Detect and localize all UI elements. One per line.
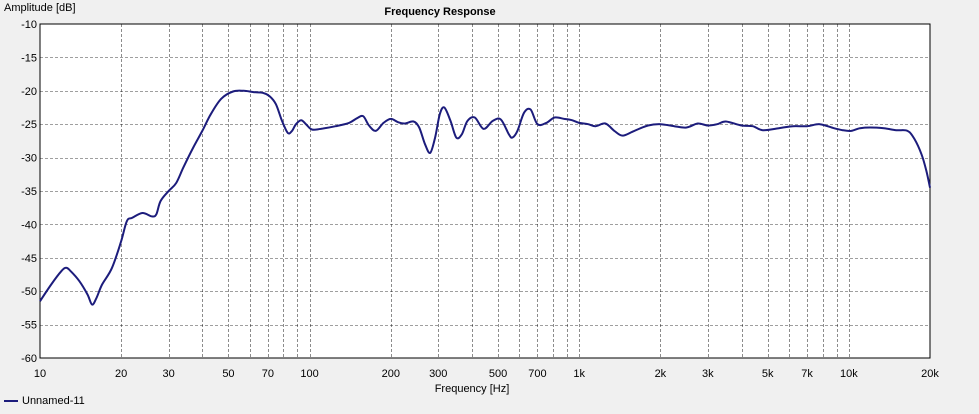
x-tick-label: 5k (762, 368, 774, 380)
legend-label: Unnamed-11 (22, 395, 85, 407)
y-tick-label: -30 (21, 153, 37, 165)
legend: Unnamed-11 (4, 394, 85, 408)
x-tick-label: 3k (702, 368, 714, 380)
y-axis-label: Amplitude [dB] (4, 2, 76, 14)
x-tick-label: 10k (840, 368, 858, 380)
legend-swatch (4, 400, 18, 402)
x-tick-label: 500 (489, 368, 507, 380)
series-layer (39, 89, 931, 306)
x-tick-label: 70 (262, 368, 274, 380)
x-tick-label: 100 (300, 368, 318, 380)
y-tick-label: -40 (21, 219, 37, 231)
chart-title: Frequency Response (384, 6, 495, 18)
tick-labels: 10 20 30 50 70 100 200 300 500 700 1k 2k 3k 5k 7k 10k 20… (21, 19, 939, 380)
y-tick-label: -45 (21, 253, 37, 265)
x-axis-label: Frequency [Hz] (435, 383, 510, 395)
x-tick-label: 20 (115, 368, 127, 380)
y-tick-label: -50 (21, 286, 37, 298)
plot-area (39, 23, 931, 359)
y-tick-label: -20 (21, 86, 37, 98)
y-tick-label: -15 (21, 52, 37, 64)
x-tick-label: 2k (655, 368, 667, 380)
x-tick-label: 300 (429, 368, 447, 380)
y-tick-label: -35 (21, 186, 37, 198)
grid-lines (40, 24, 930, 358)
y-tick-label: -60 (21, 353, 37, 365)
x-tick-label: 10 (34, 368, 46, 380)
x-tick-label: 700 (528, 368, 546, 380)
x-tick-label: 7k (801, 368, 813, 380)
y-tick-label: -25 (21, 119, 37, 131)
x-tick-label: 30 (163, 368, 175, 380)
x-tick-label: 1k (573, 368, 585, 380)
series-line (39, 89, 931, 306)
x-tick-label: 50 (222, 368, 234, 380)
x-tick-label: 200 (382, 368, 400, 380)
y-tick-label: -10 (21, 19, 37, 31)
y-tick-label: -55 (21, 320, 37, 332)
x-tick-label: 20k (921, 368, 939, 380)
